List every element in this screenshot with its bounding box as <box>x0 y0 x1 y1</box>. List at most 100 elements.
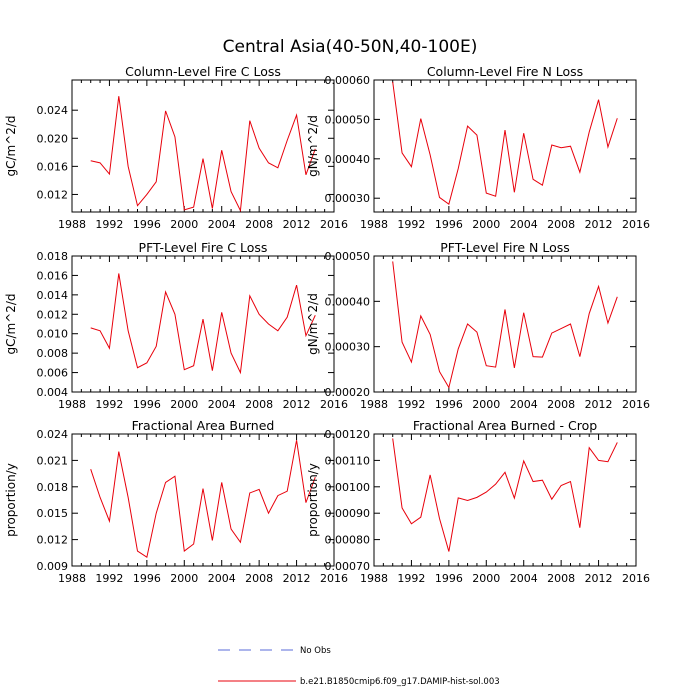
panel-4: PFT-Level Fire N Loss gN/m^2/d 1988 1992 199… <box>306 240 650 411</box>
y-tick-label: 0.00050 <box>325 113 371 126</box>
y-tick-label: 0.00040 <box>325 153 371 166</box>
y-tick-label: 0.00100 <box>325 481 371 494</box>
x-tick-label: 2000 <box>472 218 500 231</box>
series-line-1 <box>392 438 618 552</box>
y-axis-label: gC/m^2/d <box>4 115 18 176</box>
panel-title: Fractional Area Burned - Crop <box>413 418 597 433</box>
x-tick-label: 2008 <box>547 572 575 585</box>
x-tick-label: 1988 <box>58 572 86 585</box>
panel-2: Column-Level Fire N Loss gN/m^2/d 1988 1992… <box>306 64 650 231</box>
y-tick-label: 0.00020 <box>325 386 371 399</box>
y-tick-label: 0.012 <box>37 308 69 321</box>
y-tick-label: 0.00080 <box>325 534 371 547</box>
y-tick-label: 0.006 <box>37 367 69 380</box>
x-tick-label: 2004 <box>510 572 538 585</box>
x-tick-label: 1992 <box>397 218 425 231</box>
y-axis-label: gN/m^2/d <box>306 293 320 355</box>
x-tick-label: 1988 <box>360 218 388 231</box>
y-tick-label: 0.00050 <box>325 250 371 263</box>
x-tick-label: 1996 <box>435 398 463 411</box>
panel-1: Column-Level Fire C Loss gC/m^2/d 1988 1992… <box>4 64 348 231</box>
y-tick-label: 0.024 <box>37 428 69 441</box>
y-axis-label: proportion/y <box>4 463 18 537</box>
legend-label-no-obs: No Obs <box>300 646 331 656</box>
figure-title: Central Asia(40-50N,40-100E) <box>223 37 478 57</box>
y-tick-label: 0.00030 <box>325 192 371 205</box>
x-tick-label: 2004 <box>208 572 236 585</box>
y-tick-label: 0.016 <box>37 160 69 173</box>
x-tick-label: 2000 <box>170 572 198 585</box>
panel-title: PFT-Level Fire N Loss <box>440 240 570 255</box>
x-tick-label: 2016 <box>320 218 348 231</box>
x-tick-label: 1996 <box>435 572 463 585</box>
y-tick-label: 0.00060 <box>325 74 371 87</box>
series-line-1 <box>90 96 316 213</box>
y-tick-label: 0.018 <box>37 250 69 263</box>
y-tick-label: 0.015 <box>37 507 69 520</box>
x-tick-label: 2016 <box>622 572 650 585</box>
x-tick-label: 2008 <box>547 398 575 411</box>
x-tick-label: 2016 <box>622 218 650 231</box>
x-tick-label: 2000 <box>472 572 500 585</box>
panel-6: Fractional Area Burned - Crop proportion/… <box>306 418 650 585</box>
x-tick-label: 1992 <box>95 572 123 585</box>
plot-frame <box>71 433 335 567</box>
legend-label-model: b.e21.B1850cmip6.f09_g17.DAMIP-hist-sol.… <box>300 677 500 687</box>
series-line-1 <box>90 440 316 559</box>
x-tick-label: 2004 <box>510 398 538 411</box>
y-tick-label: 0.00120 <box>325 428 371 441</box>
x-tick-label: 2000 <box>472 398 500 411</box>
y-tick-label: 0.00040 <box>325 295 371 308</box>
x-tick-label: 2004 <box>208 218 236 231</box>
x-tick-label: 2004 <box>510 218 538 231</box>
y-axis-label: gC/m^2/d <box>4 293 18 354</box>
x-tick-label: 2016 <box>622 398 650 411</box>
x-tick-label: 1996 <box>133 398 161 411</box>
panel-5: Fractional Area Burned proportion/y 1988 19… <box>4 418 348 585</box>
panel-title: Column-Level Fire N Loss <box>427 64 583 79</box>
legend: No Obs b.e21.B1850cmip6.f09_g17.DAMIP-hi… <box>218 646 500 687</box>
y-tick-label: 0.00090 <box>325 507 371 520</box>
plot-frame <box>373 255 637 393</box>
y-tick-label: 0.016 <box>37 269 69 282</box>
x-tick-label: 1996 <box>133 218 161 231</box>
panel-title: Column-Level Fire C Loss <box>125 64 281 79</box>
x-tick-label: 1996 <box>435 218 463 231</box>
plot-frame <box>71 255 335 393</box>
y-tick-label: 0.00070 <box>325 560 371 573</box>
y-tick-label: 0.004 <box>37 386 69 399</box>
series-line-1 <box>90 273 316 375</box>
x-tick-label: 1992 <box>95 398 123 411</box>
panel-3: PFT-Level Fire C Loss gC/m^2/d 1988 1992 199… <box>4 240 348 411</box>
x-tick-label: 1988 <box>360 398 388 411</box>
y-tick-label: 0.021 <box>37 454 69 467</box>
x-tick-label: 1996 <box>133 572 161 585</box>
x-tick-label: 1992 <box>397 398 425 411</box>
x-tick-label: 2012 <box>585 218 613 231</box>
y-axis-label: proportion/y <box>306 463 320 537</box>
series-line-1 <box>392 261 618 389</box>
x-tick-label: 2008 <box>245 398 273 411</box>
panel-title: PFT-Level Fire C Loss <box>139 240 268 255</box>
x-tick-label: 1988 <box>58 398 86 411</box>
x-tick-label: 2012 <box>283 398 311 411</box>
panels: Column-Level Fire C Loss gC/m^2/d 1988 1992… <box>4 64 650 585</box>
x-tick-label: 1988 <box>58 218 86 231</box>
plot-frame <box>373 79 637 213</box>
y-tick-label: 0.008 <box>37 347 69 360</box>
x-tick-label: 2008 <box>245 572 273 585</box>
x-tick-label: 2016 <box>320 398 348 411</box>
x-tick-label: 1988 <box>360 572 388 585</box>
x-tick-label: 2000 <box>170 218 198 231</box>
x-tick-label: 2012 <box>585 572 613 585</box>
plot-frame <box>373 433 637 567</box>
y-tick-label: 0.012 <box>37 188 69 201</box>
y-tick-label: 0.009 <box>37 560 69 573</box>
y-tick-label: 0.012 <box>37 534 69 547</box>
y-tick-label: 0.00030 <box>325 341 371 354</box>
series-line-1 <box>392 81 618 205</box>
plot-frame <box>71 79 335 213</box>
x-tick-label: 2004 <box>208 398 236 411</box>
x-tick-label: 2012 <box>283 218 311 231</box>
